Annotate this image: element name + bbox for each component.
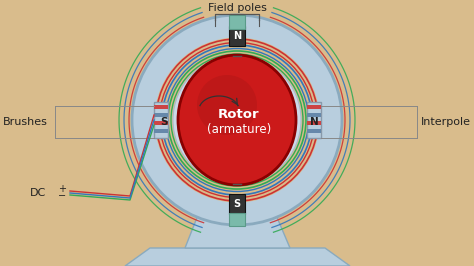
Text: N: N <box>310 117 319 127</box>
Bar <box>154 113 168 117</box>
Text: Brushes: Brushes <box>3 117 48 127</box>
Bar <box>229 15 245 29</box>
Bar <box>229 213 245 226</box>
Text: N: N <box>233 31 241 41</box>
Polygon shape <box>125 248 350 266</box>
Text: Interpole: Interpole <box>421 117 471 127</box>
Bar <box>154 102 168 138</box>
Bar <box>229 194 245 214</box>
Ellipse shape <box>178 55 296 185</box>
Bar <box>307 113 321 117</box>
Bar <box>154 121 168 125</box>
Ellipse shape <box>132 15 342 225</box>
Text: +: + <box>58 184 66 194</box>
Ellipse shape <box>173 56 301 184</box>
Bar <box>154 105 168 109</box>
Text: Field poles: Field poles <box>208 3 266 13</box>
Text: (armature): (armature) <box>207 123 271 136</box>
Text: Rotor: Rotor <box>218 109 260 122</box>
Text: S: S <box>233 199 241 209</box>
Polygon shape <box>185 215 290 248</box>
Text: DC: DC <box>30 188 46 198</box>
Bar <box>307 105 321 109</box>
Ellipse shape <box>197 75 257 135</box>
Ellipse shape <box>155 38 319 202</box>
Bar <box>229 26 245 46</box>
Bar <box>307 129 321 133</box>
Bar <box>307 121 321 125</box>
Bar <box>154 129 168 133</box>
Text: −: − <box>58 191 66 201</box>
Text: S: S <box>160 117 168 127</box>
Bar <box>307 102 321 138</box>
